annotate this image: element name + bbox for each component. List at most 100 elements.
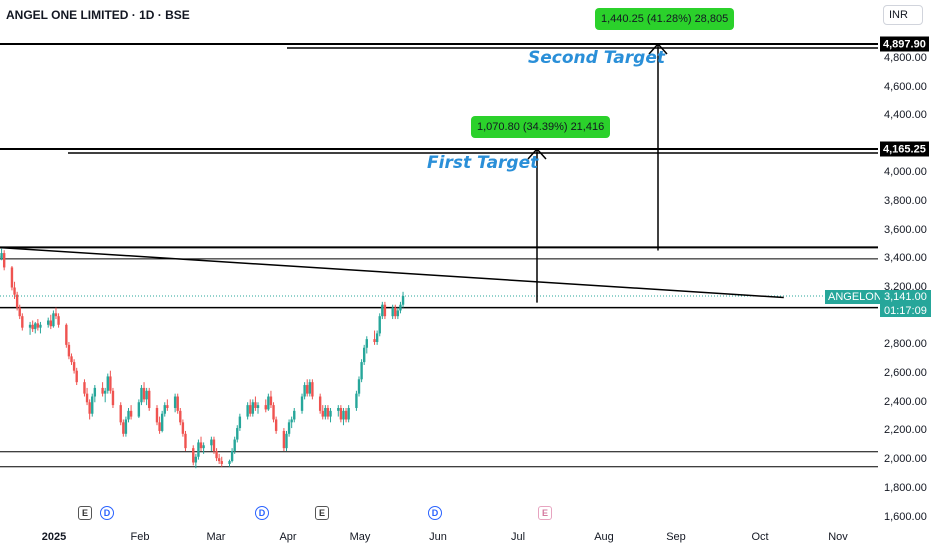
candle-body	[140, 387, 143, 403]
price-tick: 2,000.00	[884, 453, 927, 465]
candle-body	[381, 304, 384, 317]
drawings	[527, 42, 668, 303]
candle-body	[184, 433, 187, 449]
last-price-label: 3,141.00	[880, 290, 931, 304]
candle-body	[290, 419, 293, 423]
candle-body	[347, 407, 350, 420]
candle-body	[122, 422, 125, 434]
dividend-event-icon[interactable]: D	[428, 506, 442, 520]
second-target-text[interactable]: Second Target	[528, 48, 665, 68]
candle-body	[194, 456, 198, 463]
candle-body	[91, 396, 94, 414]
candle-body	[28, 324, 32, 328]
candle-body	[13, 287, 16, 295]
candle-body	[124, 419, 128, 434]
candle-body	[362, 347, 366, 363]
candle-body	[339, 407, 343, 420]
candle-body	[303, 385, 306, 397]
price-tick: 4,800.00	[884, 52, 927, 64]
candle-body	[355, 393, 358, 408]
earnings-event-icon[interactable]: E	[78, 506, 92, 520]
candle-body	[344, 410, 348, 420]
candle-body	[142, 387, 146, 400]
time-tick: Oct	[751, 531, 769, 543]
candle-body	[391, 307, 394, 317]
first-target-price-label: 4,165.25	[880, 141, 929, 157]
candle-body	[324, 407, 327, 417]
currency-selector[interactable]: INR	[883, 5, 923, 25]
candle-body	[396, 310, 400, 317]
candle-body	[254, 402, 257, 408]
candle-body	[249, 405, 252, 414]
candle-body	[238, 416, 242, 429]
candle-body	[246, 405, 249, 417]
earnings-event-icon[interactable]: E	[538, 506, 552, 520]
candle-body	[267, 396, 270, 410]
candle-body	[306, 385, 309, 394]
first-target-text[interactable]: First Target	[427, 153, 539, 173]
price-tick: 2,800.00	[884, 338, 927, 350]
candle-body	[2, 253, 6, 268]
candle-body	[160, 413, 164, 431]
second-target-measure[interactable]: 1,440.25 (41.28%) 28,805	[595, 8, 735, 30]
candle-body	[399, 304, 402, 311]
time-tick: Jun	[429, 531, 447, 543]
time-tick: 2025	[41, 531, 67, 543]
candle-body	[93, 387, 97, 397]
candle-body	[65, 324, 68, 345]
candle-body	[217, 458, 221, 462]
candle-body	[163, 405, 166, 414]
candle-body	[342, 410, 345, 420]
candle-body	[166, 405, 169, 408]
symbol-tag: ANGELONE	[825, 290, 893, 304]
candle-body	[34, 323, 37, 330]
symbol-title[interactable]: ANGEL ONE LIMITED · 1D · BSE	[6, 8, 190, 22]
candle-body	[119, 405, 122, 423]
candle-body	[321, 410, 324, 417]
target-arrow-head	[527, 147, 547, 160]
time-tick: Apr	[279, 531, 297, 543]
candle-body	[360, 362, 363, 380]
dividend-event-icon[interactable]: D	[100, 506, 114, 520]
candle-body	[378, 316, 381, 334]
candle-body	[274, 419, 278, 431]
candle-body	[394, 307, 397, 317]
candle-body	[220, 461, 223, 464]
candle-body	[18, 307, 21, 317]
candle-body	[129, 410, 133, 417]
candle-body	[70, 356, 73, 363]
price-tick: 4,600.00	[884, 81, 927, 93]
price-tick: 1,800.00	[884, 482, 927, 494]
price-tick: 4,400.00	[884, 109, 927, 121]
candle-body	[264, 405, 267, 410]
candle-body	[202, 445, 205, 449]
candle-body	[21, 316, 24, 328]
candles	[0, 248, 405, 469]
candle-body	[329, 410, 332, 417]
dividend-event-icon[interactable]: D	[255, 506, 269, 520]
price-tick: 3,800.00	[884, 195, 927, 207]
candle-body	[401, 295, 405, 305]
candle-body	[318, 396, 322, 411]
candle-body	[365, 339, 368, 348]
candle-body	[337, 407, 340, 411]
first-target-measure[interactable]: 1,070.80 (34.39%) 21,416	[471, 116, 611, 138]
candle-body	[230, 451, 234, 462]
second-target-price-label: 4,897.90	[880, 36, 929, 52]
candle-body	[373, 339, 376, 343]
candle-body	[67, 344, 71, 357]
price-tick: 2,600.00	[884, 367, 927, 379]
candle-body	[251, 402, 255, 414]
earnings-event-icon[interactable]: E	[315, 506, 329, 520]
candle-body	[236, 428, 239, 440]
candle-body	[101, 387, 104, 394]
candle-body	[215, 451, 218, 459]
candle-body	[181, 422, 185, 434]
time-tick: Mar	[206, 531, 226, 543]
candle-body	[357, 379, 361, 394]
candle-body	[308, 382, 311, 394]
candle-body	[54, 313, 58, 317]
candle-body	[52, 313, 55, 327]
candle-body	[158, 422, 161, 431]
